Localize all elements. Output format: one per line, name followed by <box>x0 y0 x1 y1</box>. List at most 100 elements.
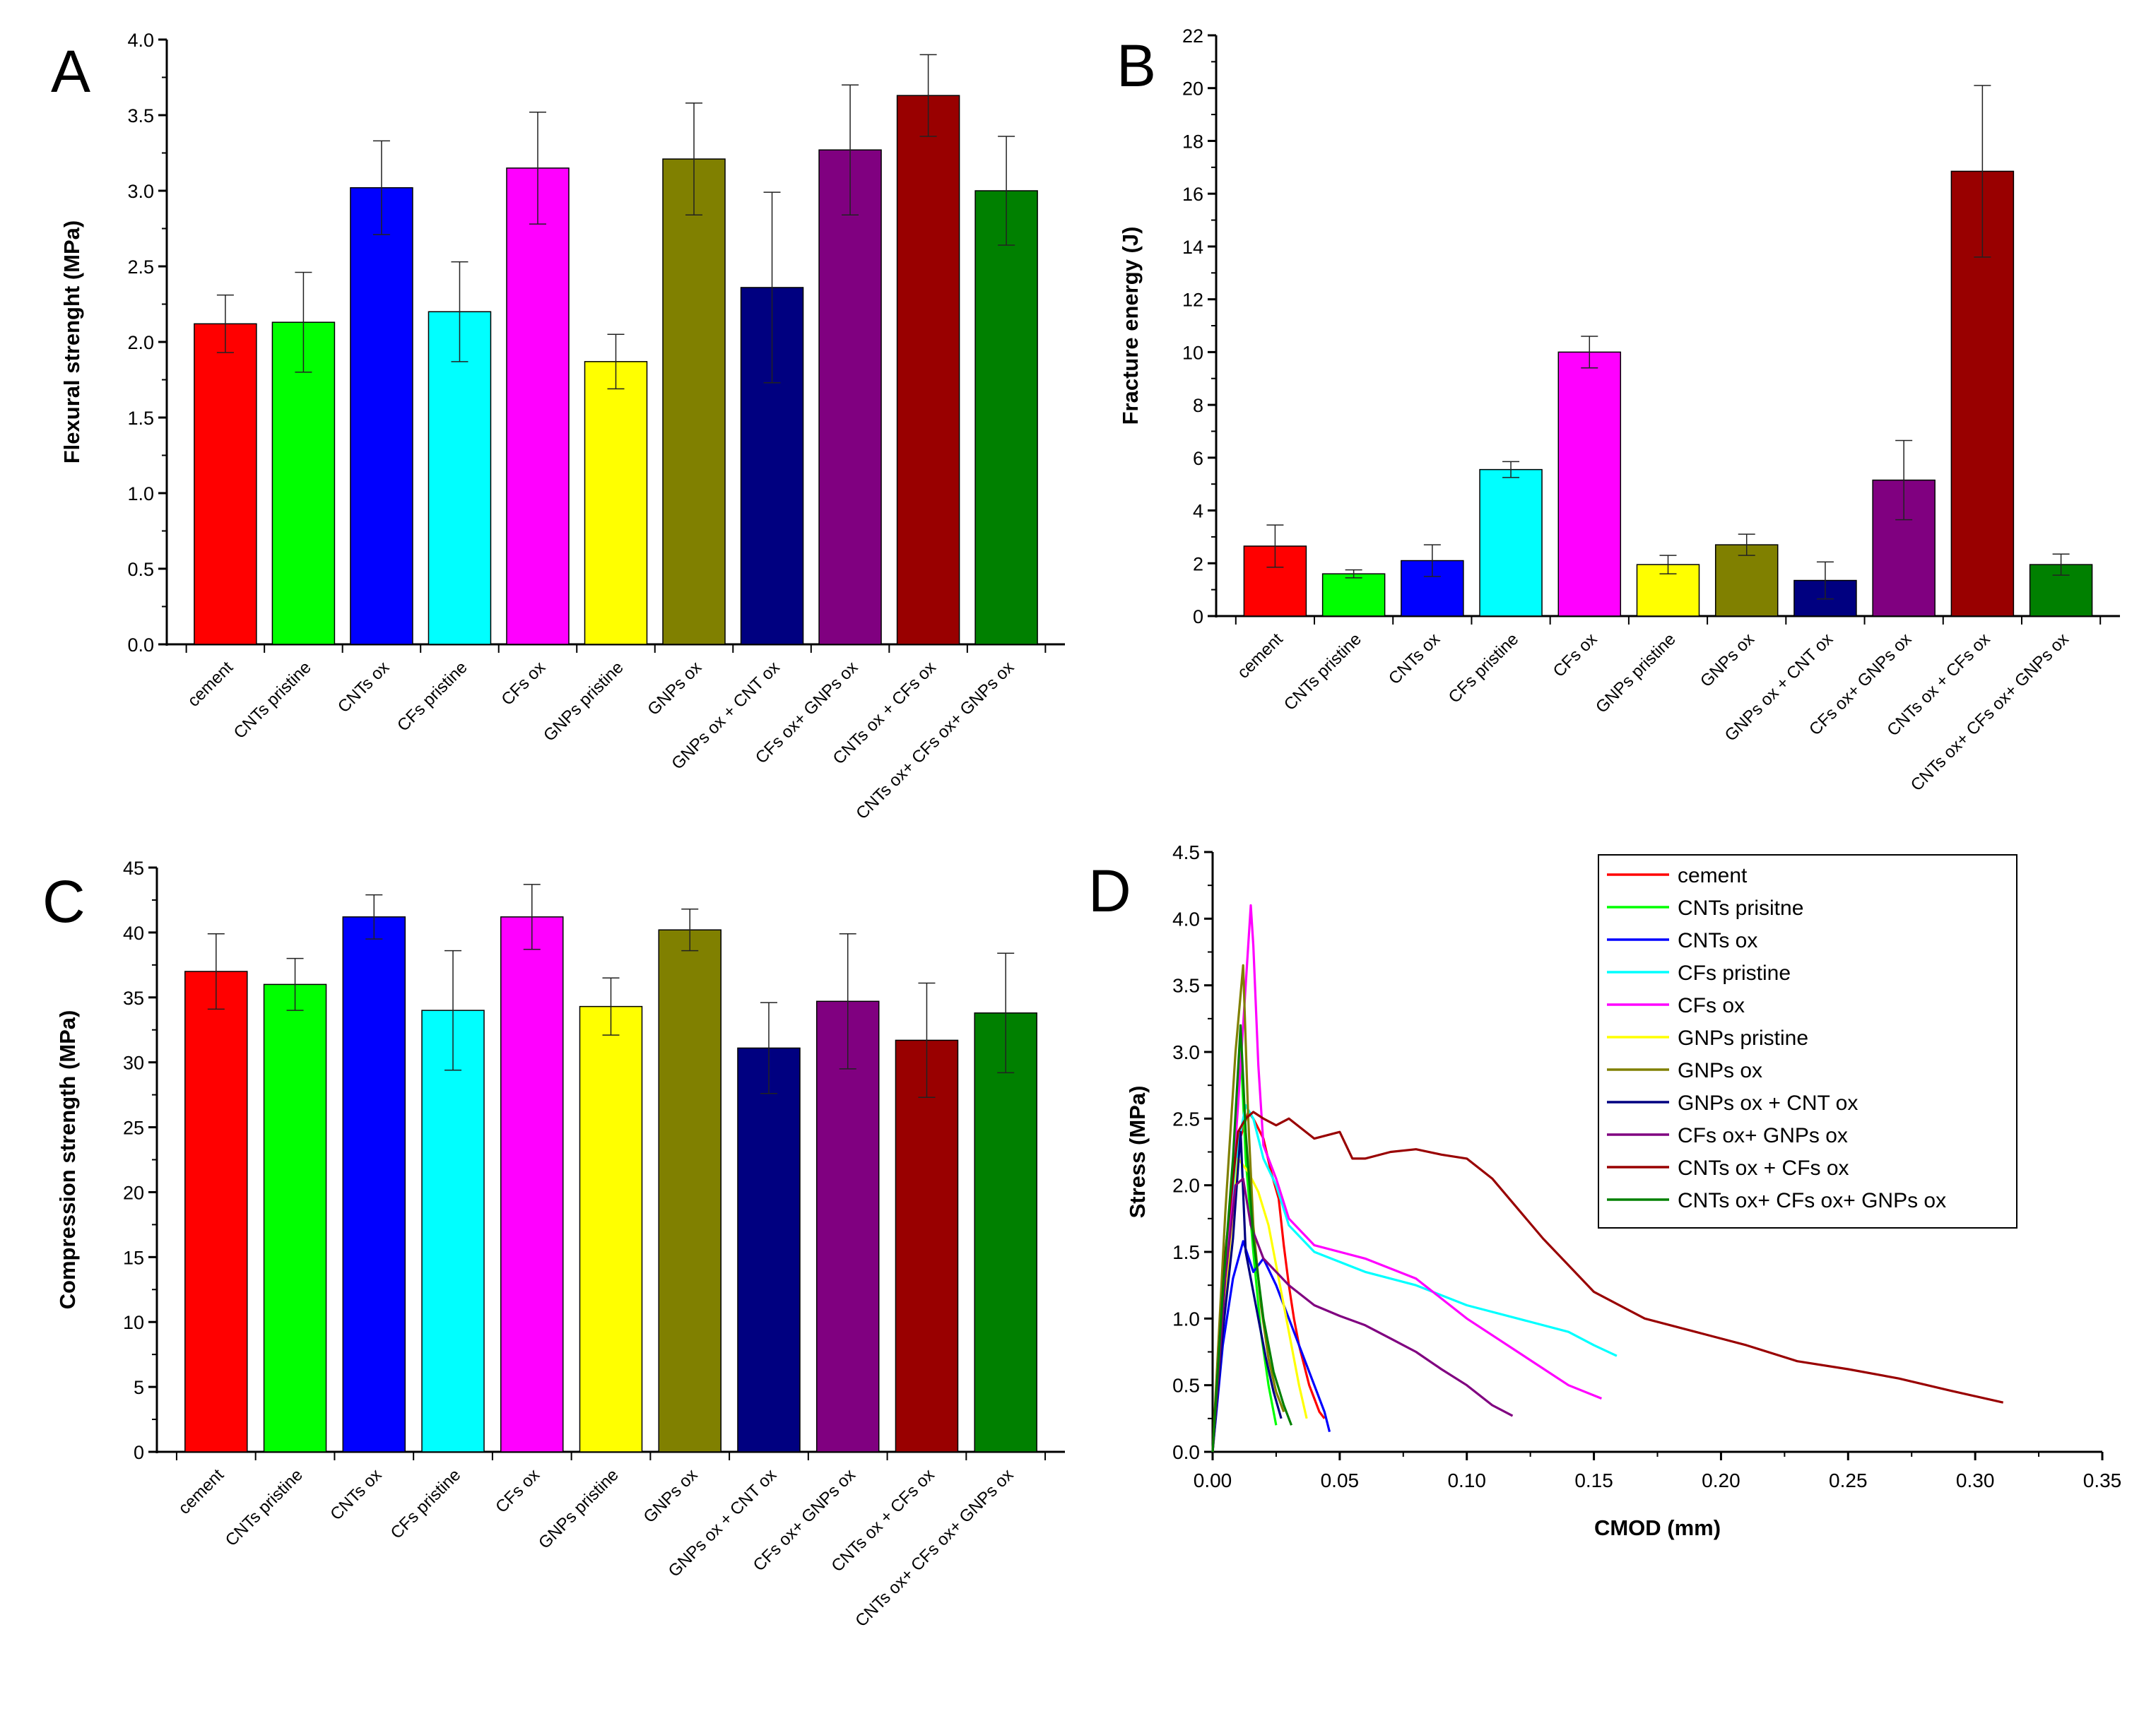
series-line-cnts-ox-cfs-ox-gnps-ox <box>1211 1024 1292 1453</box>
y-tick-label: 20 <box>123 1182 144 1203</box>
series-line-gnps-ox <box>1211 964 1285 1453</box>
legend-label: CNTs ox <box>1678 929 1757 952</box>
legend-label: CFs pristine <box>1678 962 1791 985</box>
y-tick-label: 12 <box>1182 290 1203 311</box>
series-line-cnts-ox <box>1211 1240 1331 1453</box>
legend-box <box>1598 854 2017 1229</box>
x-tick-label: 0.20 <box>1702 1469 1740 1491</box>
bar-cnts-ox-cfs-ox <box>896 95 960 645</box>
y-tick-label: 1.5 <box>127 408 154 429</box>
y-axis-label: Stress (MPa) <box>1125 1086 1150 1219</box>
y-tick-label: 2.5 <box>127 256 154 278</box>
bar-cnts-ox <box>342 916 406 1453</box>
bar-cfs-ox <box>1557 351 1622 617</box>
y-tick-label: 40 <box>123 923 144 944</box>
x-tick-label: 0.00 <box>1194 1469 1232 1491</box>
y-tick-label: 0 <box>1193 606 1203 627</box>
series-line-gnps-ox-cnt-ox <box>1211 1130 1283 1453</box>
panel-label: D <box>1088 858 1131 924</box>
y-tick-label: 0.5 <box>127 559 154 580</box>
y-axis-label: Compression strength (MPa) <box>55 1010 80 1310</box>
y-tick-label: 15 <box>123 1247 144 1268</box>
y-tick-label: 0 <box>134 1442 144 1463</box>
x-axis-label: CMOD (mm) <box>1594 1515 1721 1540</box>
bar-cfs-ox <box>500 916 564 1453</box>
y-tick-label: 0.0 <box>1172 1441 1200 1463</box>
bar-cnts-pristine <box>263 983 327 1453</box>
y-tick-label: 0.0 <box>127 634 154 656</box>
bar-gnps-pristine <box>584 361 648 645</box>
bar-cnts-ox <box>350 187 413 645</box>
y-tick-label: 45 <box>123 858 144 879</box>
y-tick-label: 2.5 <box>1172 1108 1200 1130</box>
x-tick-label: 0.25 <box>1829 1469 1868 1491</box>
y-tick-label: 22 <box>1182 25 1203 47</box>
bar-cnts-pristine <box>1321 573 1386 617</box>
y-tick-label: 20 <box>1182 78 1203 100</box>
y-tick-label: 3.5 <box>127 105 154 126</box>
bar-cfs-ox <box>506 167 570 645</box>
bar-cement <box>194 323 257 645</box>
y-tick-label: 2.0 <box>127 332 154 353</box>
y-tick-label: 3.0 <box>1172 1041 1200 1063</box>
y-tick-label: 5 <box>134 1377 144 1398</box>
bar-gnps-ox-cnt-ox <box>737 1047 801 1453</box>
bar-cfs-ox-gnps-ox <box>815 1000 880 1453</box>
y-axis-label: Flexural strenght (MPa) <box>59 220 84 464</box>
legend-label: GNPs pristine <box>1678 1027 1808 1050</box>
bar-gnps-ox <box>658 929 721 1453</box>
y-tick-label: 16 <box>1182 184 1203 205</box>
bar-cfs-pristine <box>1479 468 1543 617</box>
y-axis-label: Fracture energy (J) <box>1118 227 1143 425</box>
legend-label: CFs ox <box>1678 994 1745 1017</box>
panel-label: A <box>51 38 90 105</box>
bar-cement <box>184 971 248 1453</box>
y-tick-label: 18 <box>1182 131 1203 152</box>
y-tick-label: 2 <box>1193 553 1203 574</box>
bar-gnps-ox <box>662 158 726 645</box>
y-tick-label: 1.0 <box>1172 1308 1200 1330</box>
legend-label: CFs ox+ GNPs ox <box>1678 1124 1848 1147</box>
x-tick-label: 0.15 <box>1574 1469 1613 1491</box>
legend-label: cement <box>1678 864 1748 887</box>
y-tick-label: 4.0 <box>127 30 154 51</box>
series-line-cfs-ox <box>1211 904 1602 1453</box>
bar-gnps-pristine <box>579 1005 643 1453</box>
y-tick-label: 0.5 <box>1172 1375 1200 1397</box>
series-line-cfs-ox-gnps-ox <box>1211 1177 1514 1453</box>
bar-cfs-pristine <box>428 311 492 645</box>
bar-gnps-ox <box>1714 544 1779 617</box>
legend-label: CNTs ox + CFs ox <box>1678 1157 1849 1180</box>
y-tick-label: 30 <box>123 1053 144 1074</box>
legend-label: GNPs ox + CNT ox <box>1678 1092 1858 1115</box>
bar-cfs-pristine <box>421 1010 485 1453</box>
y-tick-label: 3.0 <box>127 181 154 202</box>
y-tick-label: 14 <box>1182 237 1203 258</box>
bar-cnts-ox-cfs-ox-gnps-ox <box>974 190 1038 645</box>
x-tick-label: 0.10 <box>1447 1469 1486 1491</box>
panel-d-stress-cmod: D 0.0 0.5 1.0 1.5 2.0 2.5 3.0 3.5 4.0 4.5 0.00 0.05 0… <box>1088 841 2121 1540</box>
x-tick-label: 0.30 <box>1956 1469 1995 1491</box>
y-tick-label: 2.0 <box>1172 1175 1200 1197</box>
y-tick-label: 10 <box>123 1312 144 1333</box>
legend-label: CNTs ox+ CFs ox+ GNPs ox <box>1678 1189 1946 1212</box>
y-tick-label: 3.5 <box>1172 975 1200 997</box>
bar-cnts-ox-cfs-ox <box>895 1039 959 1453</box>
y-tick-label: 25 <box>123 1118 144 1139</box>
y-tick-label: 6 <box>1193 448 1203 469</box>
y-tick-label: 10 <box>1182 342 1203 363</box>
x-tick-label: 0.35 <box>2083 1469 2122 1491</box>
y-tick-label: 35 <box>123 988 144 1009</box>
y-tick-label: 4 <box>1193 501 1203 522</box>
bar-cfs-ox-gnps-ox <box>818 149 882 645</box>
x-tick-label: 0.05 <box>1321 1469 1360 1491</box>
panel-label: C <box>42 868 86 935</box>
y-tick-label: 1.5 <box>1172 1241 1200 1263</box>
y-tick-label: 8 <box>1193 395 1203 416</box>
y-tick-label: 4.0 <box>1172 908 1200 930</box>
panel-label: B <box>1117 32 1156 99</box>
y-tick-label: 1.0 <box>127 483 154 504</box>
legend-label: GNPs ox <box>1678 1059 1762 1082</box>
legend-label: CNTs prisitne <box>1678 897 1803 920</box>
